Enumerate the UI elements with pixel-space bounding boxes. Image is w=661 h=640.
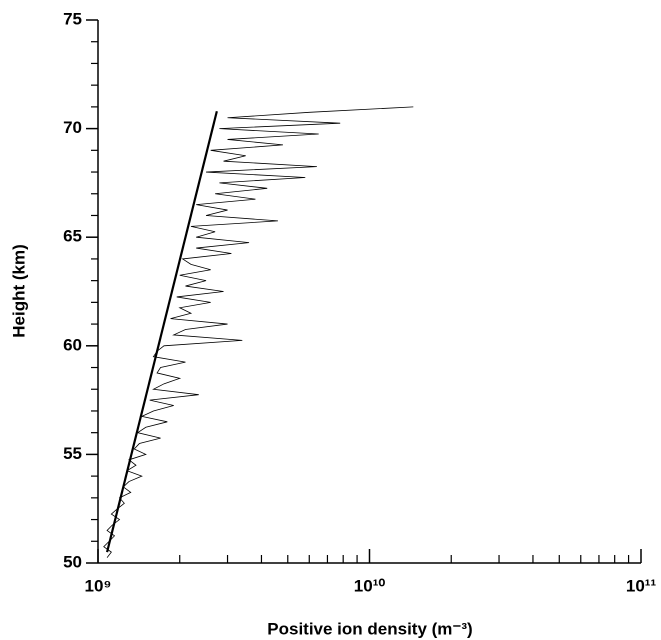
y-axis-label: Height (km): [9, 244, 28, 338]
y-tick-label: 70: [63, 118, 82, 137]
y-tick-label: 50: [63, 552, 82, 571]
y-tick-label: 65: [63, 227, 82, 246]
y-tick-label: 55: [63, 444, 82, 463]
x-tick-label: 10¹¹: [626, 576, 657, 595]
x-tick-label: 10⁹: [85, 576, 112, 595]
x-axis-label: Positive ion density (m⁻³): [267, 619, 472, 638]
profile-line: [103, 106, 414, 558]
y-tick-label: 75: [63, 9, 82, 28]
profile-line: [106, 110, 218, 553]
y-tick-label: 60: [63, 335, 82, 354]
x-tick-label: 10¹⁰: [354, 576, 386, 595]
